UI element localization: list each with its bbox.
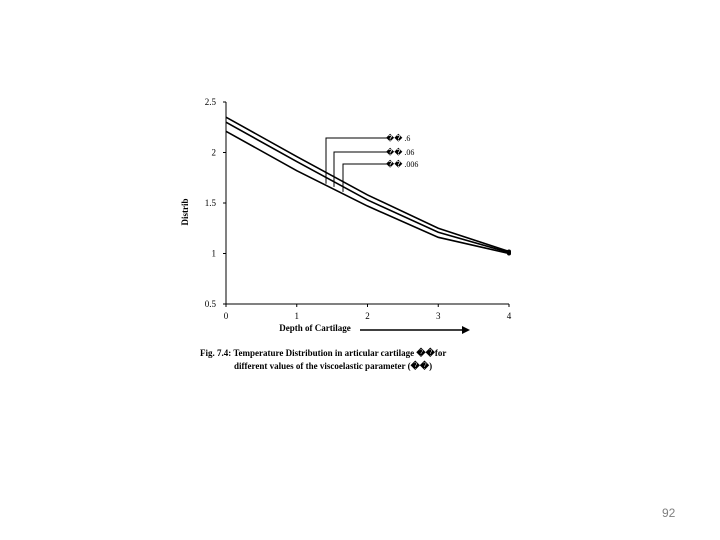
series-line-1 [225, 116, 510, 253]
series-end-point-3 [507, 251, 511, 256]
legend-label-1: �� .6 [386, 133, 410, 143]
y-tick-label: 2 [212, 148, 217, 158]
direction-arrow [360, 326, 470, 334]
y-tick-label: 2.5 [205, 97, 217, 107]
series-lines [225, 116, 511, 256]
legend-label-3: �� .006 [386, 159, 418, 169]
y-axis-label: Distrib [180, 199, 190, 226]
series-line-2 [225, 121, 510, 254]
series-line-3 [225, 130, 510, 255]
figure-caption: Fig. 7.4: Temperature Distribution in ar… [200, 347, 500, 373]
x-tick-label: 0 [224, 311, 229, 321]
x-axis-label: Depth of Cartilage [279, 323, 351, 333]
legend-leader-1 [325, 137, 388, 184]
y-tick-label: 0.5 [205, 299, 217, 309]
y-tick-label: 1 [212, 249, 217, 259]
legend: �� .6 �� .06 �� .006 [325, 133, 418, 192]
caption-line-2: different values of the viscoelastic par… [234, 361, 433, 371]
page-number: 92 [662, 506, 676, 520]
legend-label-2: �� .06 [386, 147, 414, 157]
x-tick-label: 4 [507, 311, 512, 321]
y-tick-label: 1.5 [205, 198, 217, 208]
axes: 2.5 2 1.5 1 0.5 0 1 2 3 4 [205, 97, 512, 321]
caption-line-1: Fig. 7.4: Temperature Distribution in ar… [200, 348, 447, 358]
x-tick-label: 3 [436, 311, 441, 321]
legend-leader-2 [333, 151, 388, 187]
x-tick-label: 2 [365, 311, 370, 321]
x-tick-label: 1 [295, 311, 300, 321]
legend-leader-3 [342, 163, 388, 192]
